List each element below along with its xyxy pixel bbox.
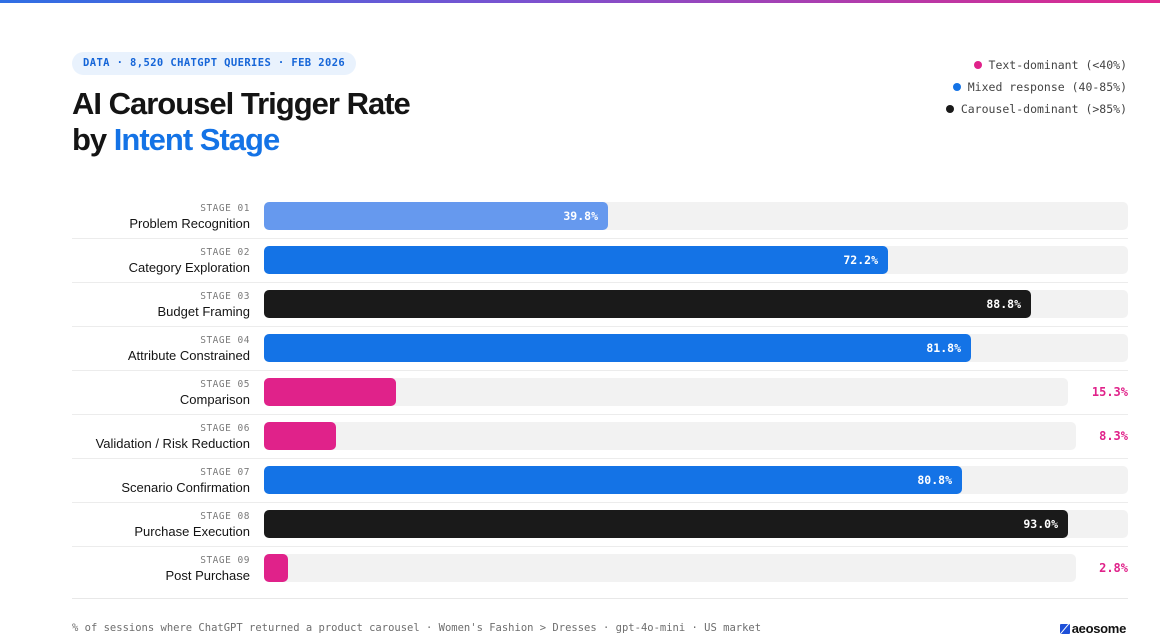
stage-number: STAGE 03 — [200, 291, 250, 302]
stage-name: Purchase Execution — [134, 524, 250, 539]
legend-dot-icon — [973, 61, 982, 69]
bar: 81.8% — [264, 334, 971, 362]
bar-track: 39.8% — [264, 202, 1128, 230]
legend-dot-icon — [945, 105, 954, 113]
stage-number: STAGE 09 — [200, 555, 250, 566]
stage-number: STAGE 06 — [200, 423, 250, 434]
stage-number: STAGE 01 — [200, 203, 250, 214]
brand-logo: aeosome — [1059, 621, 1127, 636]
title-accent: Intent Stage — [113, 122, 280, 157]
bar-track: 72.2% — [264, 246, 1128, 274]
bar — [264, 422, 336, 450]
bar-track — [264, 554, 1076, 582]
bar-value-label: 81.8% — [926, 341, 961, 355]
brand-name: aeosome — [1071, 621, 1127, 636]
brand-mark-icon — [1059, 623, 1070, 634]
bar-value-label: 39.8% — [563, 209, 598, 223]
bar-chart: STAGE 01 Problem Recognition 39.8% STAGE 02… — [72, 195, 1128, 591]
chart-row: STAGE 09 Post Purchase 2.8% — [72, 547, 1128, 591]
chart-row: STAGE 01 Problem Recognition 39.8% — [72, 195, 1128, 239]
legend-item-mixed: Mixed response (40-85%) — [946, 76, 1127, 98]
bar-track — [264, 378, 1068, 406]
stage-name: Category Exploration — [128, 260, 250, 275]
title-by: by — [72, 122, 114, 157]
bar-value-label: 72.2% — [843, 253, 878, 267]
bar — [264, 554, 288, 582]
stage-name: Problem Recognition — [129, 216, 250, 231]
row-label: STAGE 04 Attribute Constrained — [128, 335, 250, 364]
footnote: % of sessions where ChatGPT returned a p… — [72, 622, 762, 634]
row-label: STAGE 09 Post Purchase — [165, 555, 250, 584]
chart-row: STAGE 03 Budget Framing 88.8% — [72, 283, 1128, 327]
stage-number: STAGE 07 — [200, 467, 250, 478]
bar-track: 93.0% — [264, 510, 1128, 538]
stage-number: STAGE 05 — [200, 379, 250, 390]
bar: 93.0% — [264, 510, 1068, 538]
bar-track — [264, 422, 1076, 450]
top-gradient-bar — [0, 0, 1160, 3]
stage-name: Validation / Risk Reduction — [95, 436, 250, 451]
chart-row: STAGE 06 Validation / Risk Reduction 8.3% — [72, 415, 1128, 459]
stage-number: STAGE 02 — [200, 247, 250, 258]
data-source-tag: DATA · 8,520 CHATGPT QUERIES · FEB 2026 — [72, 52, 357, 75]
stage-name: Attribute Constrained — [127, 348, 250, 363]
bar-value-label: 93.0% — [1023, 517, 1058, 531]
chart-title: AI Carousel Trigger Rate by Intent Stage — [72, 86, 411, 158]
row-label: STAGE 03 Budget Framing — [158, 291, 251, 320]
bar: 80.8% — [264, 466, 962, 494]
stage-name: Budget Framing — [157, 304, 251, 319]
bar: 39.8% — [264, 202, 608, 230]
bar-track: 88.8% — [264, 290, 1128, 318]
row-label: STAGE 02 Category Exploration — [129, 247, 250, 276]
legend-label: Text-dominant (<40%) — [988, 58, 1127, 72]
bar-value-label: 15.3% — [1091, 385, 1128, 399]
row-label: STAGE 06 Validation / Risk Reduction — [96, 423, 250, 452]
stage-number: STAGE 04 — [200, 335, 250, 346]
bar-value-label: 8.3% — [1099, 429, 1128, 443]
legend-item-text-dominant: Text-dominant (<40%) — [946, 54, 1127, 76]
row-label: STAGE 05 Comparison — [180, 379, 250, 408]
footer-divider — [72, 598, 1128, 599]
bar-track: 81.8% — [264, 334, 1128, 362]
bar — [264, 378, 396, 406]
legend-label: Carousel-dominant (>85%) — [960, 102, 1127, 116]
chart-row: STAGE 07 Scenario Confirmation 80.8% — [72, 459, 1128, 503]
stage-name: Scenario Confirmation — [121, 480, 250, 495]
chart-row: STAGE 08 Purchase Execution 93.0% — [72, 503, 1128, 547]
stage-name: Comparison — [179, 392, 250, 407]
legend: Text-dominant (<40%) Mixed response (40-… — [945, 54, 1127, 120]
row-label: STAGE 07 Scenario Confirmation — [121, 467, 250, 496]
chart-row: STAGE 02 Category Exploration 72.2% — [72, 239, 1128, 283]
legend-label: Mixed response (40-85%) — [967, 80, 1127, 94]
bar-value-label: 2.8% — [1099, 561, 1128, 575]
chart-row: STAGE 04 Attribute Constrained 81.8% — [72, 327, 1128, 371]
bar: 72.2% — [264, 246, 888, 274]
bar-value-label: 80.8% — [917, 473, 952, 487]
bar-track: 80.8% — [264, 466, 1128, 494]
chart-row: STAGE 05 Comparison 15.3% — [72, 371, 1128, 415]
row-label: STAGE 08 Purchase Execution — [134, 511, 250, 540]
legend-item-carousel-dominant: Carousel-dominant (>85%) — [945, 98, 1127, 120]
stage-name: Post Purchase — [165, 568, 250, 583]
title-line-2: by Intent Stage — [72, 122, 410, 158]
bar-value-label: 88.8% — [986, 297, 1021, 311]
title-line-1: AI Carousel Trigger Rate — [72, 86, 411, 121]
bar: 88.8% — [264, 290, 1031, 318]
row-label: STAGE 01 Problem Recognition — [129, 203, 250, 232]
stage-number: STAGE 08 — [200, 511, 250, 522]
legend-dot-icon — [952, 83, 961, 91]
